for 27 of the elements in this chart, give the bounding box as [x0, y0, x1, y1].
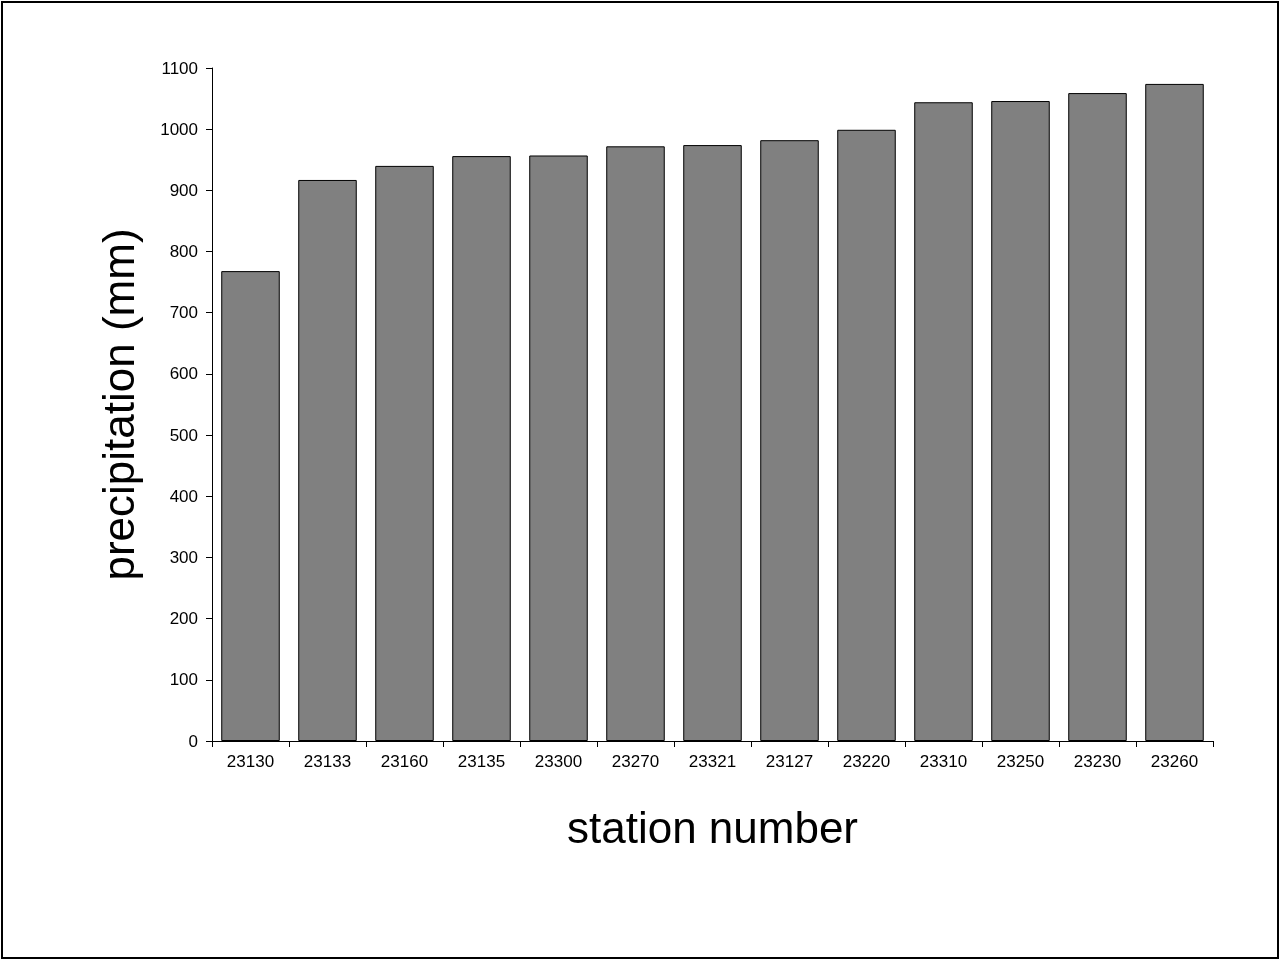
x-tick-label: 23135	[457, 752, 506, 771]
y-tick-label: 600	[169, 364, 198, 384]
y-tick-label: 400	[169, 486, 198, 506]
y-tick-label: 100	[169, 670, 198, 690]
x-tick-label: 23321	[688, 752, 737, 771]
y-tick-label: 900	[169, 180, 198, 200]
x-tick-label: 23300	[534, 752, 583, 771]
y-tick-label: 1100	[161, 58, 198, 78]
x-tick-label: 23160	[380, 752, 429, 771]
x-tick-label: 23220	[842, 752, 891, 771]
x-tick-label: 23310	[919, 752, 968, 771]
y-tick-label: 700	[169, 303, 198, 323]
x-tick-label: 23127	[765, 752, 814, 771]
y-tick-label: 500	[169, 425, 198, 445]
x-axis-title: station number	[566, 802, 859, 852]
x-tick-label: 23230	[1073, 752, 1122, 771]
y-tick-label: 0	[188, 731, 198, 751]
x-tick-label: 23133	[303, 752, 352, 771]
y-tick-label: 200	[169, 609, 198, 629]
x-tick-label: 23250	[996, 752, 1045, 771]
x-tick-label: 23130	[226, 752, 275, 771]
y-tick-label: 300	[169, 547, 198, 567]
x-tick-label: 23270	[611, 752, 660, 771]
y-tick-label: 1000	[160, 119, 198, 139]
y-axis-title: precipitation (mm)	[93, 228, 143, 581]
x-tick-label: 23260	[1150, 752, 1199, 771]
y-tick-label: 800	[169, 242, 198, 262]
